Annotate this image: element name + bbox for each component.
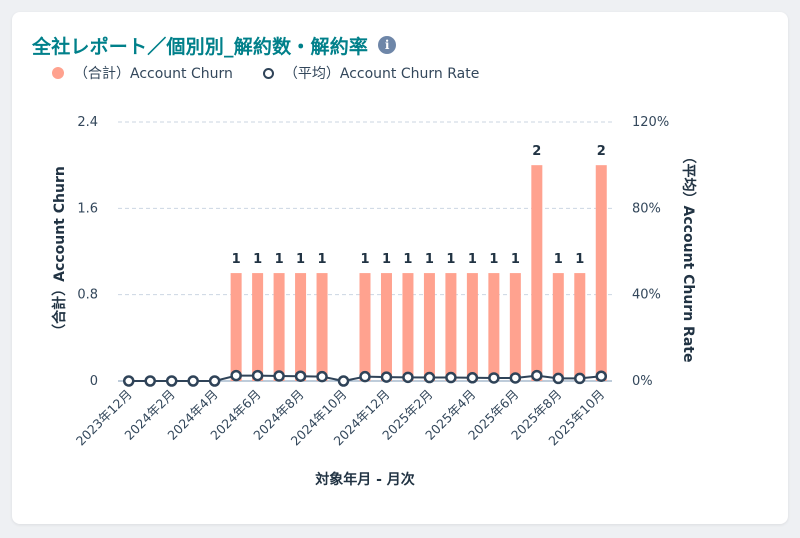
bar-data-label: 1 — [296, 252, 305, 267]
churn-rate-point — [595, 370, 608, 383]
y-right-tick-label: 40% — [632, 288, 661, 303]
churn-bar — [423, 273, 435, 381]
churn-rate-point — [230, 369, 242, 382]
bar-data-label: 1 — [360, 252, 369, 267]
legend: （合計）Account Churn （平均）Account Churn Rate — [52, 63, 509, 83]
legend-item-churn-rate[interactable]: （平均）Account Churn Rate — [262, 63, 480, 83]
bar-data-label: 1 — [382, 252, 391, 267]
bar-data-label: 2 — [532, 144, 541, 159]
churn-rate-point — [402, 371, 414, 384]
churn-rate-point — [509, 372, 522, 384]
report-title: 全社レポート／個別別_解約数・解約率 — [32, 35, 369, 58]
churn-bar — [273, 273, 285, 381]
churn-rate-point — [531, 369, 543, 382]
churn-bar — [380, 273, 392, 381]
info-icon[interactable]: i — [378, 36, 397, 54]
churn-rate-point — [294, 370, 307, 383]
bar-data-label: 1 — [253, 252, 262, 267]
bar-swatch-icon — [52, 67, 64, 79]
churn-rate-point — [423, 371, 436, 384]
bar-data-label: 1 — [403, 252, 412, 267]
y-right-tick-label: 120% — [632, 115, 669, 130]
churn-rate-point — [316, 370, 328, 383]
y-left-tick-label: 0.8 — [77, 288, 98, 303]
bar-data-label: 1 — [446, 252, 455, 267]
bar-data-label: 1 — [511, 252, 520, 267]
bar-data-label: 1 — [275, 252, 284, 267]
bar-data-label: 1 — [425, 252, 434, 267]
churn-bar — [574, 273, 586, 381]
legend-item-churn[interactable]: （合計）Account Churn — [52, 63, 233, 83]
churn-bar — [359, 273, 371, 381]
report-card — [12, 12, 788, 524]
y-left-tick-label: 1.6 — [77, 201, 98, 216]
bar-data-label: 1 — [489, 252, 498, 267]
churn-rate-point — [144, 375, 156, 387]
bar-data-label: 1 — [318, 252, 327, 267]
bar-data-label: 1 — [554, 252, 563, 267]
bar-data-label: 1 — [575, 252, 584, 267]
legend-label: （平均）Account Churn Rate — [283, 66, 480, 82]
churn-rate-point — [552, 372, 565, 385]
title-row: 全社レポート／個別別_解約数・解約率 i — [32, 31, 397, 59]
line-swatch-icon — [262, 67, 274, 79]
x-axis-title: 対象年月 - 月次 — [314, 471, 415, 488]
y-right-tick-label: 0% — [632, 374, 653, 389]
churn-rate-point — [488, 372, 500, 384]
churn-rate-point — [380, 371, 393, 383]
x-tick-label: 2023年12月 — [73, 387, 135, 449]
churn-rate-point — [208, 375, 221, 387]
churn-bar — [402, 273, 414, 381]
bar-data-label: 1 — [232, 252, 241, 267]
churn-rate-point — [337, 375, 350, 387]
churn-bar — [595, 165, 607, 381]
churn-rate-point — [187, 375, 199, 387]
churn-bar — [230, 273, 242, 381]
y-right-axis-title: （平均）Account Churn Rate — [680, 150, 697, 363]
churn-bar — [509, 273, 521, 381]
churn-rate-point — [574, 372, 586, 385]
churn-bar — [445, 273, 457, 381]
churn-bar — [466, 273, 478, 381]
churn-bar — [552, 273, 564, 381]
churn-bar — [252, 273, 264, 381]
y-left-axis-title: （合計）Account Churn — [51, 166, 68, 338]
churn-rate-point — [122, 375, 135, 387]
churn-rate-point — [251, 369, 264, 382]
churn-rate-point — [445, 371, 457, 384]
churn-bar — [488, 273, 500, 381]
y-left-tick-label: 2.4 — [77, 115, 98, 130]
y-left-tick-label: 0 — [90, 374, 98, 389]
legend-label: （合計）Account Churn — [74, 66, 233, 82]
churn-rate-point — [466, 372, 479, 384]
churn-rate-point — [359, 370, 371, 383]
y-right-tick-label: 80% — [632, 201, 661, 216]
churn-bar — [295, 273, 307, 381]
bar-data-label: 2 — [597, 144, 606, 159]
churn-bar — [316, 273, 328, 381]
churn-bar — [531, 165, 543, 381]
churn-rate-point — [273, 370, 285, 382]
churn-rate-point — [165, 375, 178, 387]
bar-data-label: 1 — [468, 252, 477, 267]
